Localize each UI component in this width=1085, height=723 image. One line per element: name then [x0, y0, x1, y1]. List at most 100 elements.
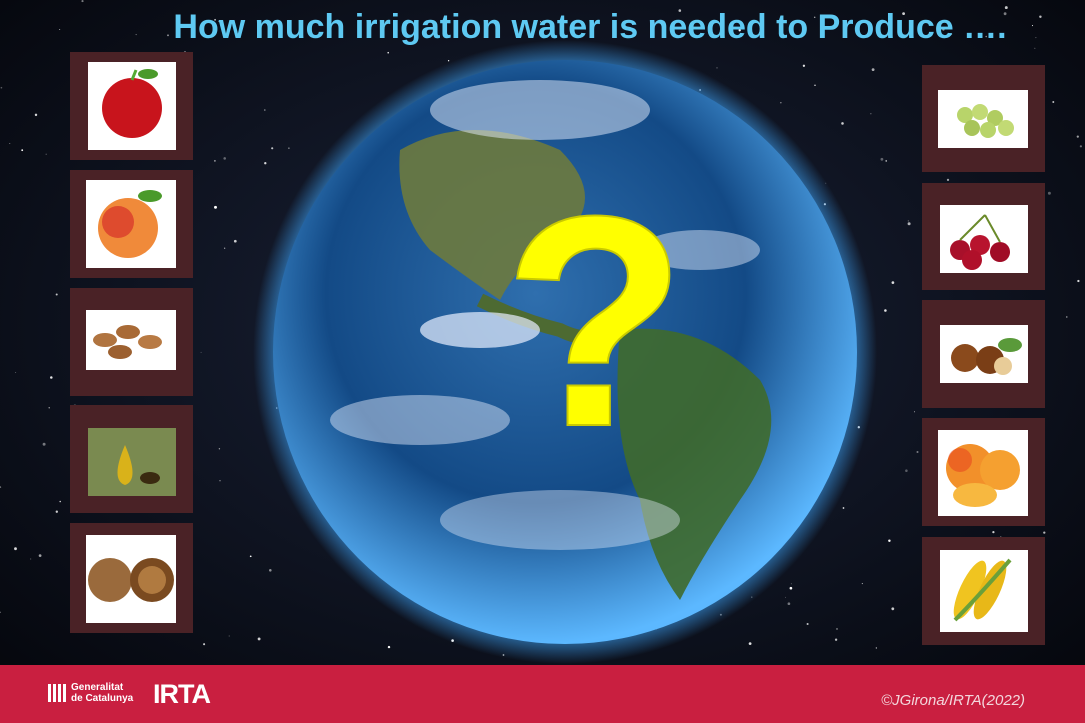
star — [214, 160, 216, 162]
star — [1076, 135, 1079, 138]
star — [0, 611, 1, 614]
star — [81, 0, 84, 3]
star — [269, 569, 272, 572]
star — [1047, 191, 1051, 195]
star — [1031, 25, 1034, 27]
star — [1034, 47, 1036, 49]
star — [870, 113, 872, 115]
star — [0, 86, 3, 89]
star — [871, 68, 875, 72]
generalitat-icon — [48, 684, 66, 702]
star — [14, 547, 17, 551]
star — [806, 622, 809, 626]
star — [271, 147, 274, 150]
star — [223, 157, 226, 160]
star — [785, 596, 787, 598]
star — [716, 67, 718, 69]
star — [135, 34, 137, 36]
brand: IRTA — [153, 679, 210, 709]
star — [880, 157, 884, 161]
star — [228, 635, 230, 637]
star — [233, 239, 237, 243]
star — [789, 586, 793, 590]
star — [885, 160, 888, 162]
star — [38, 554, 42, 557]
star — [907, 222, 911, 226]
star — [916, 450, 919, 454]
star — [447, 60, 450, 62]
star — [834, 638, 838, 641]
star — [946, 178, 950, 182]
star — [942, 28, 945, 31]
logo-line2: de Catalunya — [71, 693, 134, 704]
star — [841, 122, 844, 125]
star — [992, 531, 995, 534]
star — [249, 555, 252, 558]
star — [787, 602, 791, 606]
question-mark: ? — [503, 153, 686, 489]
star — [34, 113, 38, 117]
star — [59, 500, 61, 503]
star — [738, 29, 741, 32]
star — [15, 372, 17, 373]
star — [913, 411, 916, 413]
star — [950, 33, 953, 35]
star — [218, 448, 221, 450]
left-produce — [70, 52, 193, 633]
star — [288, 147, 290, 149]
star — [802, 64, 806, 67]
star — [905, 469, 908, 472]
star — [861, 583, 863, 585]
star — [42, 442, 46, 446]
star — [224, 247, 226, 249]
star — [167, 34, 169, 37]
star — [1079, 145, 1082, 148]
star — [55, 510, 58, 513]
star — [651, 21, 655, 25]
star — [780, 102, 782, 104]
star — [907, 220, 909, 222]
star — [1003, 12, 1007, 16]
star — [0, 486, 2, 488]
star — [264, 162, 267, 165]
star — [219, 479, 221, 482]
star — [539, 21, 542, 23]
star — [48, 407, 50, 409]
star — [214, 205, 217, 209]
star — [891, 607, 895, 611]
star — [218, 21, 220, 23]
star — [813, 16, 816, 19]
star — [387, 645, 391, 649]
title: How much irrigation water is needed to P… — [173, 8, 1006, 46]
star — [257, 637, 261, 641]
star — [842, 507, 845, 509]
star — [902, 12, 905, 16]
star — [55, 293, 58, 296]
continents — [330, 80, 772, 600]
star — [836, 627, 838, 630]
star — [891, 281, 895, 284]
right-produce — [922, 65, 1045, 645]
star — [1052, 101, 1055, 103]
footer-bar — [0, 665, 1085, 723]
star — [1066, 316, 1068, 318]
star — [1035, 37, 1037, 39]
star — [1004, 6, 1008, 10]
star — [264, 109, 266, 111]
star — [888, 539, 891, 542]
star — [50, 376, 53, 379]
star — [1077, 279, 1080, 283]
logo-line1: Generalitat — [71, 682, 124, 693]
star — [1039, 15, 1042, 19]
star — [9, 143, 11, 144]
star — [790, 583, 792, 585]
star — [203, 643, 206, 646]
star — [678, 9, 682, 12]
star — [875, 647, 877, 649]
star — [200, 351, 202, 353]
star — [985, 35, 987, 38]
star — [748, 642, 752, 645]
star — [814, 84, 816, 86]
star — [214, 18, 217, 21]
star — [30, 558, 32, 560]
